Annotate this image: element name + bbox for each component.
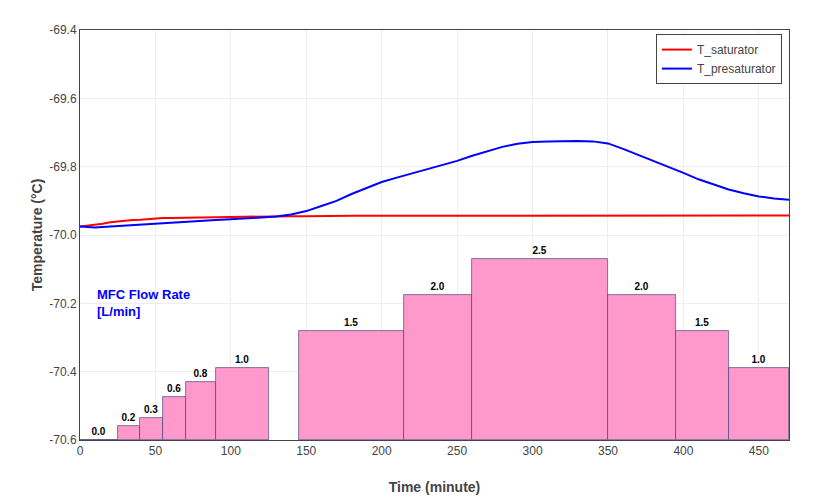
svg-text:200: 200 — [372, 444, 392, 458]
svg-text:0.2: 0.2 — [121, 412, 135, 423]
svg-text:MFC Flow Rate[L/min]: MFC Flow Rate[L/min] — [97, 287, 190, 319]
svg-text:300: 300 — [523, 444, 543, 458]
svg-text:0.6: 0.6 — [167, 383, 181, 394]
svg-text:-70.2: -70.2 — [49, 297, 77, 311]
svg-text:150: 150 — [296, 444, 316, 458]
svg-text:250: 250 — [447, 444, 467, 458]
svg-text:350: 350 — [598, 444, 618, 458]
svg-text:100: 100 — [221, 444, 241, 458]
svg-text:0: 0 — [77, 444, 84, 458]
svg-text:50: 50 — [149, 444, 163, 458]
svg-text:0.0: 0.0 — [91, 426, 105, 437]
svg-text:-70.6: -70.6 — [49, 433, 77, 447]
svg-text:0.3: 0.3 — [144, 404, 158, 415]
svg-text:1.0: 1.0 — [235, 354, 249, 365]
svg-text:450: 450 — [749, 444, 769, 458]
svg-text:1.5: 1.5 — [695, 317, 709, 328]
svg-text:T_presaturator: T_presaturator — [697, 62, 776, 76]
svg-text:400: 400 — [673, 444, 693, 458]
svg-text:Time (minute): Time (minute) — [389, 479, 481, 495]
svg-text:2.0: 2.0 — [430, 281, 444, 292]
svg-text:2.5: 2.5 — [532, 245, 546, 256]
svg-text:-70.0: -70.0 — [49, 228, 77, 242]
svg-text:-69.8: -69.8 — [49, 160, 77, 174]
svg-text:-69.4: -69.4 — [49, 23, 77, 37]
svg-text:0.8: 0.8 — [193, 368, 207, 379]
svg-text:Temperature (°C): Temperature (°C) — [29, 179, 45, 292]
svg-text:2.0: 2.0 — [634, 281, 648, 292]
svg-text:-69.6: -69.6 — [49, 92, 77, 106]
svg-text:-70.4: -70.4 — [49, 365, 77, 379]
svg-text:1.0: 1.0 — [751, 354, 765, 365]
svg-text:1.5: 1.5 — [344, 317, 358, 328]
svg-text:T_saturator: T_saturator — [697, 43, 758, 57]
